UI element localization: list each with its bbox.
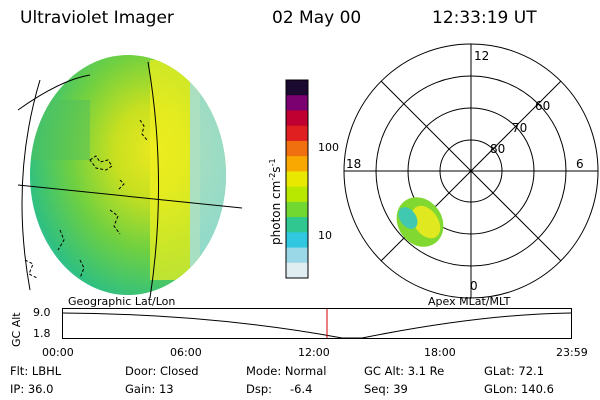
colorbar-stripe bbox=[286, 80, 308, 96]
colorbar bbox=[285, 79, 309, 279]
gain-info: Gain: 13 bbox=[125, 382, 174, 396]
mode-info: Mode: Normal bbox=[246, 364, 327, 378]
colorbar-stripe bbox=[286, 140, 308, 157]
colorbar-stripe bbox=[286, 125, 308, 142]
colorbar-stripe bbox=[286, 156, 308, 172]
colorbar-unit-label: photon cm-2s-1 bbox=[268, 158, 283, 245]
glat-info: GLat: 72.1 bbox=[484, 364, 545, 378]
colorbar-stripe bbox=[286, 232, 308, 249]
mlt-label-18: 18 bbox=[346, 157, 361, 171]
lat-label-80: 80 bbox=[490, 142, 505, 156]
alt-tick-9: 9.0 bbox=[33, 306, 51, 319]
colorbar-stripe bbox=[286, 201, 308, 218]
gc-alt-info: GC Alt: 3.1 Re bbox=[364, 364, 445, 378]
date-label: 02 May 00 bbox=[272, 8, 362, 28]
x-tick-2359: 23:59 bbox=[556, 346, 588, 359]
glon-info: GLon: 140.6 bbox=[484, 382, 554, 396]
longitude-line-left bbox=[21, 79, 41, 291]
altitude-plot bbox=[61, 308, 572, 339]
colorbar-stripes bbox=[286, 80, 308, 279]
colorbar-stripe bbox=[286, 262, 308, 279]
seq-info: Seq: 39 bbox=[364, 382, 408, 396]
colorbar-stripe bbox=[286, 95, 308, 111]
time-label: 12:33:19 UT bbox=[432, 8, 537, 28]
ip-info: IP: 36.0 bbox=[10, 382, 54, 396]
x-tick-1200: 12:00 bbox=[298, 346, 330, 359]
door-info: Door: Closed bbox=[125, 364, 199, 378]
coastline bbox=[24, 119, 148, 279]
geographic-label: Geographic Lat/Lon bbox=[68, 295, 176, 308]
polar-plot: 12 18 6 0 60 70 80 bbox=[343, 43, 599, 299]
colorbar-stripe bbox=[286, 217, 308, 233]
longitude-line bbox=[147, 61, 159, 299]
alt-tick-1-8: 1.8 bbox=[33, 327, 51, 340]
x-tick-1800: 18:00 bbox=[424, 346, 456, 359]
flt-info: Flt: LBHL bbox=[10, 364, 62, 378]
colorbar-tick-100: 100 bbox=[318, 141, 339, 154]
gc-alt-axis-label: GC Alt bbox=[10, 312, 23, 347]
imager-title: Ultraviolet Imager bbox=[20, 8, 174, 28]
lat-label-70: 70 bbox=[512, 121, 527, 135]
dsp-label: Dsp: bbox=[246, 382, 273, 396]
mlt-label-12: 12 bbox=[474, 49, 489, 63]
mlt-label-6: 6 bbox=[576, 157, 584, 171]
dsp-value: -6.4 bbox=[290, 382, 313, 396]
x-tick-0000: 00:00 bbox=[42, 346, 74, 359]
latitude-line bbox=[17, 184, 243, 209]
colorbar-tick-10: 10 bbox=[318, 229, 332, 242]
colorbar-stripe bbox=[286, 110, 308, 127]
geographic-image bbox=[17, 55, 243, 299]
lat-label-60: 60 bbox=[535, 99, 550, 113]
colorbar-stripe bbox=[286, 247, 308, 264]
x-tick-0600: 06:00 bbox=[170, 346, 202, 359]
longitude-line-arc bbox=[17, 74, 91, 111]
altitude-curve bbox=[61, 312, 572, 339]
colorbar-stripe bbox=[286, 171, 308, 188]
colorbar-stripe bbox=[286, 186, 308, 203]
apex-label: Apex MLat/MLT bbox=[428, 295, 511, 308]
mlt-label-0: 0 bbox=[470, 279, 478, 293]
